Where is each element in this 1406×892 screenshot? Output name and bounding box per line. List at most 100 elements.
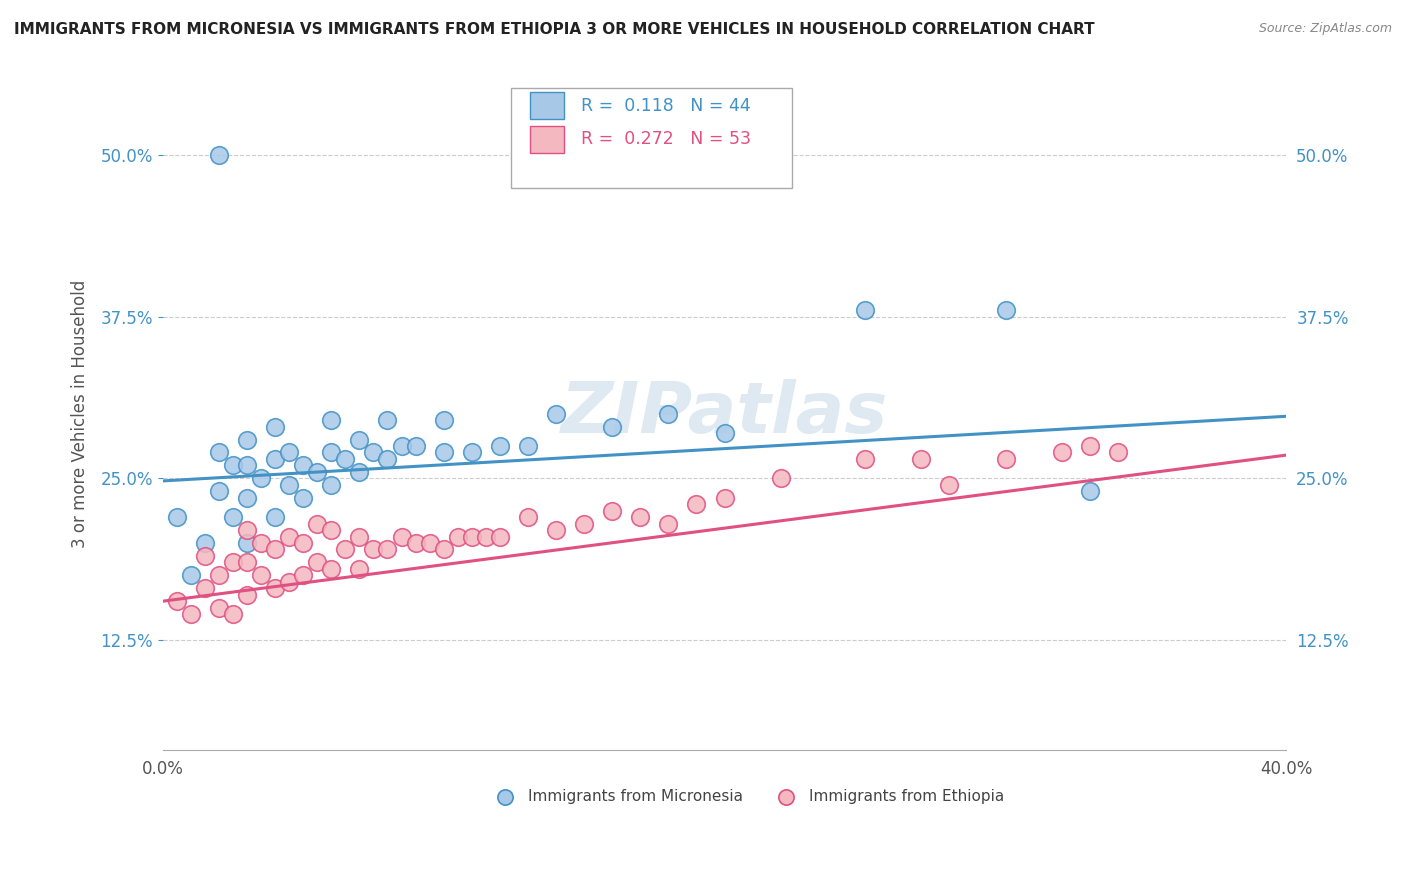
Point — [475, 530, 498, 544]
Point — [264, 419, 287, 434]
Point — [250, 568, 273, 582]
Point — [236, 536, 259, 550]
Point — [349, 465, 371, 479]
Y-axis label: 3 or more Vehicles in Household: 3 or more Vehicles in Household — [72, 279, 89, 548]
Point — [278, 574, 301, 589]
Point — [349, 433, 371, 447]
Point — [657, 516, 679, 531]
Point — [321, 478, 343, 492]
Point — [292, 458, 315, 473]
Point — [488, 439, 510, 453]
Point — [321, 413, 343, 427]
Point — [461, 445, 484, 459]
Point — [377, 542, 399, 557]
Point — [433, 445, 456, 459]
Point — [278, 445, 301, 459]
Point — [363, 542, 385, 557]
Point — [572, 516, 595, 531]
Point — [236, 458, 259, 473]
Point — [292, 568, 315, 582]
Point — [264, 510, 287, 524]
Text: Immigrants from Ethiopia: Immigrants from Ethiopia — [808, 789, 1004, 805]
Point — [349, 562, 371, 576]
Point — [180, 607, 202, 621]
Point — [544, 407, 567, 421]
Point — [292, 536, 315, 550]
Point — [544, 523, 567, 537]
Point — [657, 407, 679, 421]
Point — [264, 542, 287, 557]
Point — [377, 413, 399, 427]
Point — [208, 148, 231, 162]
Point — [264, 452, 287, 467]
Point — [853, 303, 876, 318]
Point — [994, 303, 1017, 318]
Point — [278, 478, 301, 492]
Text: R =  0.118   N = 44: R = 0.118 N = 44 — [581, 96, 751, 115]
Point — [222, 458, 245, 473]
Point — [194, 549, 217, 563]
Point — [433, 542, 456, 557]
Point — [250, 536, 273, 550]
Point — [461, 530, 484, 544]
Point — [208, 445, 231, 459]
Text: Source: ZipAtlas.com: Source: ZipAtlas.com — [1258, 22, 1392, 36]
Point — [419, 536, 441, 550]
Point — [208, 484, 231, 499]
Point — [713, 491, 735, 505]
Point — [264, 581, 287, 595]
Point — [166, 510, 188, 524]
FancyBboxPatch shape — [510, 87, 792, 188]
Point — [685, 497, 707, 511]
Point — [321, 562, 343, 576]
Text: R =  0.272   N = 53: R = 0.272 N = 53 — [581, 130, 751, 148]
Text: Immigrants from Micronesia: Immigrants from Micronesia — [527, 789, 742, 805]
Point — [236, 523, 259, 537]
Point — [222, 555, 245, 569]
Point — [1078, 439, 1101, 453]
Point — [321, 445, 343, 459]
Point — [713, 426, 735, 441]
Point — [236, 433, 259, 447]
Point — [222, 510, 245, 524]
Point — [391, 439, 413, 453]
Point — [853, 452, 876, 467]
Point — [222, 607, 245, 621]
Point — [208, 600, 231, 615]
Point — [1050, 445, 1073, 459]
Point — [349, 530, 371, 544]
Point — [405, 439, 427, 453]
Point — [307, 465, 329, 479]
Point — [335, 452, 357, 467]
Point — [166, 594, 188, 608]
Point — [405, 536, 427, 550]
Point — [391, 530, 413, 544]
Point — [488, 530, 510, 544]
Point — [208, 568, 231, 582]
Point — [307, 555, 329, 569]
Point — [628, 510, 651, 524]
Point — [769, 471, 792, 485]
Point — [938, 478, 960, 492]
Point — [600, 419, 623, 434]
Point — [447, 530, 470, 544]
Point — [250, 471, 273, 485]
Point — [236, 588, 259, 602]
Point — [377, 452, 399, 467]
FancyBboxPatch shape — [530, 126, 564, 153]
Point — [321, 523, 343, 537]
Point — [194, 581, 217, 595]
Point — [516, 510, 538, 524]
Point — [307, 516, 329, 531]
Point — [600, 504, 623, 518]
Point — [910, 452, 932, 467]
FancyBboxPatch shape — [530, 92, 564, 120]
Point — [236, 555, 259, 569]
Point — [278, 530, 301, 544]
Point — [236, 491, 259, 505]
Point — [180, 568, 202, 582]
Point — [363, 445, 385, 459]
Point — [194, 536, 217, 550]
Point — [433, 413, 456, 427]
Point — [292, 491, 315, 505]
